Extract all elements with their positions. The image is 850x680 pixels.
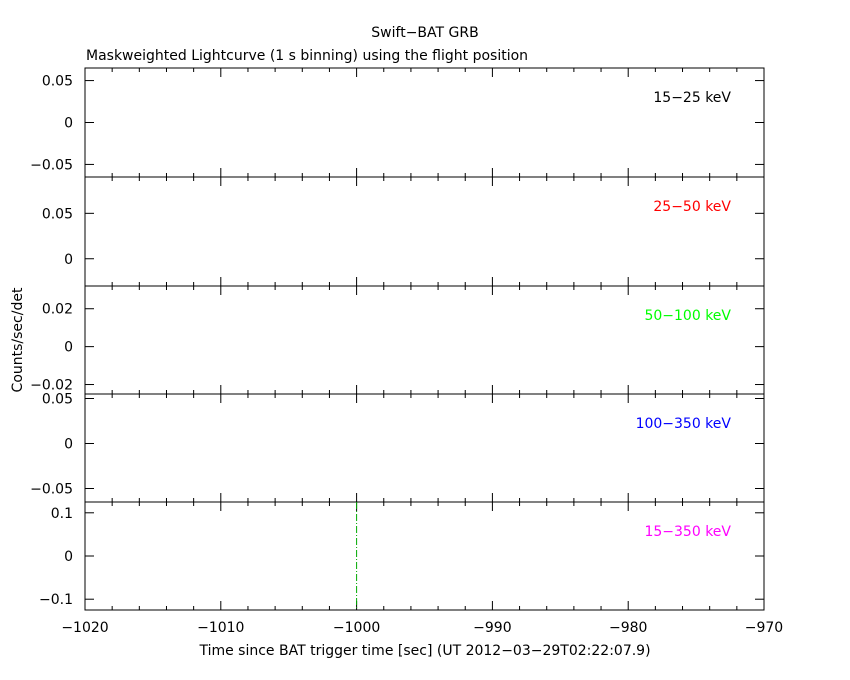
y-tick-label: 0: [64, 340, 73, 356]
x-axis-label: Time since BAT trigger time [sec] (UT 20…: [198, 643, 650, 659]
panel-frame: [84, 501, 765, 611]
x-tick-label: −980: [609, 620, 647, 636]
y-tick-label: −0.05: [30, 482, 73, 498]
x-tick-labels: −1020 −1010 −1000 −990 −980 −970: [61, 620, 783, 636]
y-tick-label: 0: [64, 437, 73, 453]
y-tick-label: −0.05: [30, 157, 73, 173]
band-label: 15−350 keV: [644, 524, 731, 540]
band-label: 15−25 keV: [653, 90, 731, 106]
x-tick-label: −990: [473, 620, 511, 636]
panel-frame: [84, 285, 765, 395]
y-tick-label: 0.1: [51, 506, 73, 522]
panel-4: 0.05 0 −0.05 100−350 keV: [30, 392, 765, 503]
panel-1: 0.05 0 −0.05 15−25 keV: [30, 67, 765, 178]
panel-5: 0.1 0 −0.1 15−350 keV: [39, 501, 765, 611]
y-tick-label: 0.05: [42, 74, 73, 90]
y-tick-label: 0: [64, 549, 73, 565]
y-tick-label: 0.05: [42, 206, 73, 222]
band-label: 25−50 keV: [653, 199, 731, 215]
band-label: 50−100 keV: [644, 308, 731, 324]
panel-2: 0.05 0 25−50 keV: [42, 176, 765, 287]
y-tick-label: 0: [64, 116, 73, 132]
panel-frame: [84, 176, 765, 287]
panel-frame: [84, 67, 765, 178]
y-tick-label: 0.05: [42, 392, 73, 408]
x-tick-label: −1000: [333, 620, 380, 636]
chart-title: Swift−BAT GRB: [371, 25, 478, 41]
panel-3: 0.02 0 −0.02 50−100 keV: [30, 285, 765, 395]
y-tick-label: 0.02: [42, 302, 73, 318]
x-tick-label: −1020: [61, 620, 108, 636]
y-tick-label: −0.1: [39, 592, 73, 608]
y-tick-label: −0.02: [30, 378, 73, 394]
chart-subtitle: Maskweighted Lightcurve (1 s binning) us…: [86, 48, 528, 64]
x-tick-label: −1010: [197, 620, 244, 636]
band-label: 100−350 keV: [636, 416, 732, 432]
panel-frame: [84, 393, 765, 503]
y-tick-label: 0: [64, 252, 73, 268]
x-tick-label: −970: [745, 620, 783, 636]
panels-group: 0.05 0 −0.05 15−25 keV 0.05 0 25−50 keV 0.02 0 −0…: [30, 67, 765, 611]
y-axis-label: Counts/sec/det: [10, 287, 26, 392]
